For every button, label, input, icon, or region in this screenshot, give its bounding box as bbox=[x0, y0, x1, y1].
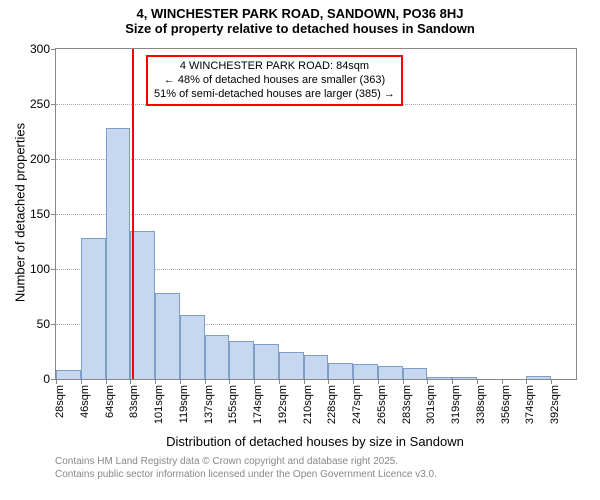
bar bbox=[229, 341, 254, 380]
x-tick-mark bbox=[328, 379, 329, 384]
x-tick-mark bbox=[403, 379, 404, 384]
bar bbox=[279, 352, 304, 380]
x-tick-label: 247sqm bbox=[351, 385, 363, 424]
x-tick-mark bbox=[304, 379, 305, 384]
y-tick-label: 200 bbox=[30, 152, 56, 166]
x-tick-mark bbox=[526, 379, 527, 384]
x-tick-label: 101sqm bbox=[153, 385, 165, 424]
bar bbox=[254, 344, 279, 379]
x-tick-label: 64sqm bbox=[104, 385, 116, 418]
x-tick-label: 28sqm bbox=[54, 385, 66, 418]
bar bbox=[205, 335, 230, 379]
x-tick-label: 265sqm bbox=[376, 385, 388, 424]
annotation-line: 4 WINCHESTER PARK ROAD: 84sqm bbox=[154, 60, 395, 74]
attribution-line: Contains public sector information licen… bbox=[55, 469, 437, 482]
x-tick-mark bbox=[502, 379, 503, 384]
bar bbox=[378, 366, 403, 379]
y-tick-label: 300 bbox=[30, 42, 56, 56]
y-tick-label: 150 bbox=[30, 207, 56, 221]
grid-line bbox=[56, 159, 576, 160]
x-tick-label: 210sqm bbox=[302, 385, 314, 424]
x-axis-label: Distribution of detached houses by size … bbox=[55, 434, 575, 449]
annotation-line: ← 48% of detached houses are smaller (36… bbox=[154, 74, 395, 88]
annotation-box: 4 WINCHESTER PARK ROAD: 84sqm← 48% of de… bbox=[146, 55, 403, 106]
x-tick-mark bbox=[106, 379, 107, 384]
x-tick-mark bbox=[378, 379, 379, 384]
x-tick-mark bbox=[56, 379, 57, 384]
x-tick-mark bbox=[130, 379, 131, 384]
attribution-line: Contains HM Land Registry data © Crown c… bbox=[55, 456, 437, 469]
x-tick-mark bbox=[279, 379, 280, 384]
bar bbox=[328, 363, 353, 380]
x-tick-label: 155sqm bbox=[227, 385, 239, 424]
x-tick-label: 319sqm bbox=[450, 385, 462, 424]
bar bbox=[427, 377, 452, 379]
bar bbox=[304, 355, 329, 379]
bar bbox=[353, 364, 378, 379]
x-tick-label: 301sqm bbox=[425, 385, 437, 424]
x-tick-label: 356sqm bbox=[500, 385, 512, 424]
bar bbox=[56, 370, 81, 379]
bar bbox=[130, 231, 155, 380]
bar bbox=[155, 293, 180, 379]
x-tick-label: 338sqm bbox=[475, 385, 487, 424]
x-tick-mark bbox=[180, 379, 181, 384]
y-tick-label: 100 bbox=[30, 262, 56, 276]
bar bbox=[180, 315, 205, 379]
x-tick-label: 228sqm bbox=[326, 385, 338, 424]
x-tick-label: 137sqm bbox=[203, 385, 215, 424]
annotation-line: 51% of semi-detached houses are larger (… bbox=[154, 88, 395, 102]
grid-line bbox=[56, 214, 576, 215]
x-tick-mark bbox=[229, 379, 230, 384]
bar bbox=[526, 376, 551, 379]
x-tick-label: 174sqm bbox=[252, 385, 264, 424]
x-tick-label: 192sqm bbox=[277, 385, 289, 424]
y-tick-label: 250 bbox=[30, 97, 56, 111]
bar bbox=[106, 128, 131, 379]
bar bbox=[452, 377, 477, 379]
x-tick-mark bbox=[254, 379, 255, 384]
y-axis-label: Number of detached properties bbox=[13, 113, 28, 313]
x-tick-mark bbox=[477, 379, 478, 384]
bar bbox=[81, 238, 106, 379]
bar bbox=[403, 368, 428, 379]
marker-line bbox=[132, 49, 134, 379]
x-tick-label: 374sqm bbox=[524, 385, 536, 424]
x-tick-label: 392sqm bbox=[549, 385, 561, 424]
x-tick-label: 283sqm bbox=[401, 385, 413, 424]
chart-title-line1: 4, WINCHESTER PARK ROAD, SANDOWN, PO36 8… bbox=[0, 0, 600, 21]
attribution-text: Contains HM Land Registry data © Crown c… bbox=[55, 456, 437, 481]
y-tick-label: 0 bbox=[43, 372, 56, 386]
x-tick-label: 119sqm bbox=[178, 385, 190, 423]
chart-title-line2: Size of property relative to detached ho… bbox=[0, 21, 600, 36]
x-tick-mark bbox=[155, 379, 156, 384]
x-tick-mark bbox=[205, 379, 206, 384]
x-tick-mark bbox=[81, 379, 82, 384]
y-tick-label: 50 bbox=[37, 317, 56, 331]
chart-container: 4, WINCHESTER PARK ROAD, SANDOWN, PO36 8… bbox=[0, 0, 600, 500]
plot-area: 05010015020025030028sqm46sqm64sqm83sqm10… bbox=[55, 48, 577, 380]
x-tick-label: 46sqm bbox=[79, 385, 91, 418]
x-tick-mark bbox=[427, 379, 428, 384]
x-tick-mark bbox=[353, 379, 354, 384]
x-tick-mark bbox=[452, 379, 453, 384]
x-tick-label: 83sqm bbox=[128, 385, 140, 418]
x-tick-mark bbox=[551, 379, 552, 384]
